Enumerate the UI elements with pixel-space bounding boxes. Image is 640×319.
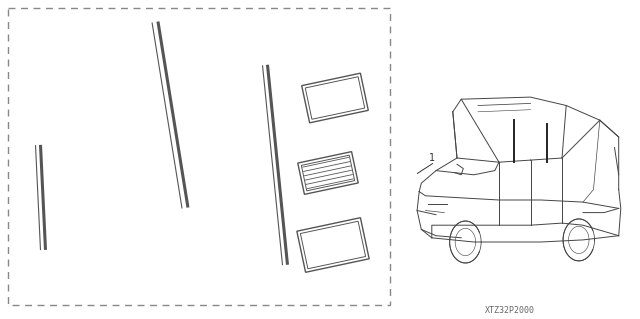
Bar [8,8,390,305]
Text: 1: 1 [429,153,435,163]
Text: XTZ32P2000: XTZ32P2000 [485,306,535,315]
